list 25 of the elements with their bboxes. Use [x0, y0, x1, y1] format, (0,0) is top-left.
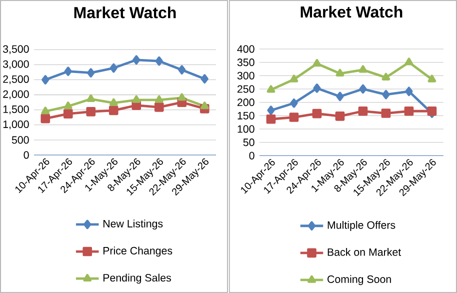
y-tick-label: 400: [237, 45, 254, 53]
y-tick-label: 500: [12, 136, 29, 144]
legend-label: Pending Sales: [103, 274, 171, 284]
legend-label: New Listings: [103, 220, 163, 230]
y-tick-label: 250: [238, 85, 254, 93]
chart-title: Market Watch: [74, 6, 176, 18]
y-tick-label: 200: [238, 98, 254, 106]
y-tick-label: 3,000: [2, 60, 29, 70]
y-tick-label: 1,000: [3, 120, 29, 130]
y-tick-label: 2,000: [3, 90, 29, 100]
y-tick-label: 100: [238, 125, 254, 133]
y-tick-label: 350: [237, 58, 254, 66]
y-tick-label: 3,500: [2, 45, 29, 54]
legend-label: Coming Soon: [328, 275, 391, 286]
legend-label: Price Changes: [103, 246, 172, 257]
y-tick-label: 1,500: [3, 105, 29, 114]
y-tick-label: 2,500: [3, 75, 29, 84]
y-tick-label: 300: [237, 72, 254, 80]
y-tick-label: 0: [24, 151, 29, 159]
y-tick-label: 0: [249, 152, 254, 160]
legend-label: Multiple Offers: [328, 220, 396, 231]
y-tick-label: 150: [238, 112, 254, 120]
y-tick-label: 50: [243, 138, 254, 146]
chart-title: Market Watch: [300, 6, 402, 18]
legend-label: Back on Market: [328, 248, 401, 256]
